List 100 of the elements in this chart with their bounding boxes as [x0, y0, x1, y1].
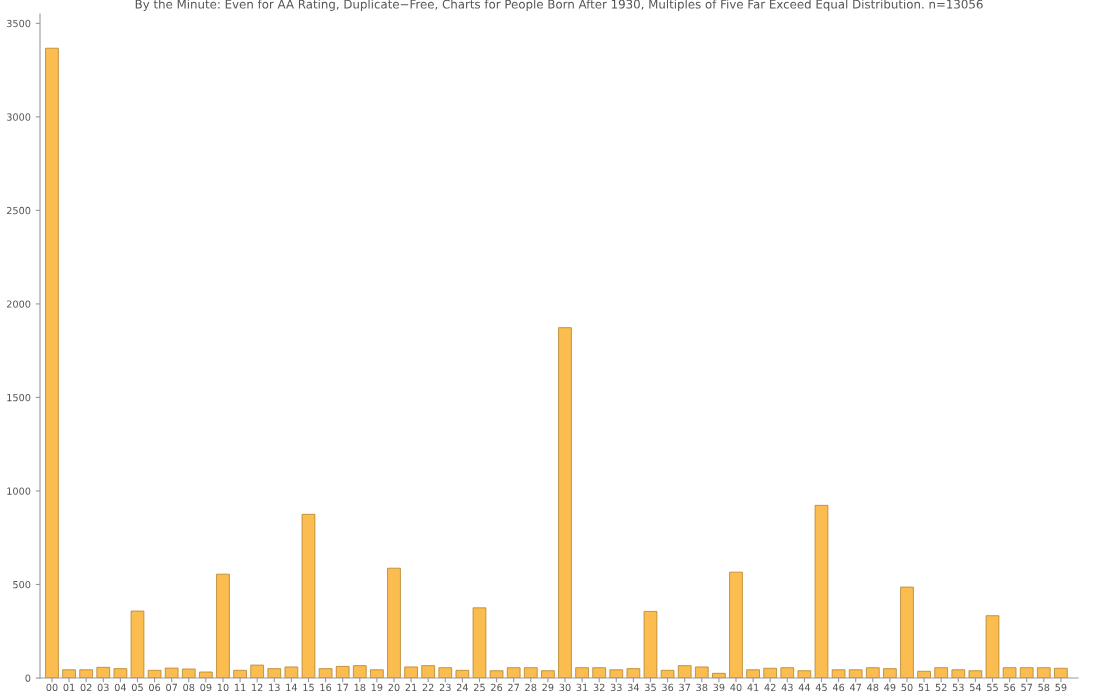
- bar: [985, 615, 1000, 678]
- bar: [1002, 667, 1017, 678]
- bar: [1036, 667, 1051, 678]
- bar: [113, 668, 128, 678]
- bar: [387, 567, 401, 678]
- y-tick-label: 1500: [7, 393, 31, 402]
- bar: [438, 667, 453, 678]
- x-tick-label: 14: [286, 683, 298, 691]
- x-tick-label: 48: [867, 683, 879, 692]
- y-tick-label: 500: [13, 580, 31, 589]
- x-tick-label: 33: [610, 683, 622, 692]
- bar: [968, 670, 983, 678]
- x-tick-label: 34: [627, 683, 640, 692]
- bar: [130, 610, 145, 678]
- y-tick-label: 3000: [6, 113, 31, 121]
- x-tick-label: 38: [696, 683, 708, 692]
- bar: [558, 327, 572, 678]
- bar: [934, 667, 949, 678]
- x-tick-label: 29: [542, 683, 554, 692]
- bar: [301, 513, 316, 678]
- y-tick-label: 3500: [6, 19, 31, 28]
- x-tick-label: 06: [149, 683, 161, 692]
- y-tick-label: 0: [25, 674, 31, 682]
- x-tick-label: 00: [46, 683, 58, 692]
- x-tick-label: 20: [388, 683, 400, 692]
- x-tick-label: 52: [935, 683, 947, 692]
- bar: [181, 668, 196, 678]
- x-tick-label: 05: [131, 683, 143, 692]
- x-tick-label: 28: [525, 683, 537, 692]
- bar: [96, 666, 111, 678]
- x-tick-label: 31: [576, 683, 588, 692]
- bar: [626, 668, 641, 678]
- x-tick-label: 10: [217, 683, 229, 692]
- x-tick-label: 30: [559, 683, 571, 692]
- x-tick-label: 18: [354, 683, 366, 692]
- bar: [643, 610, 658, 678]
- bar: [780, 667, 795, 678]
- bar: [1019, 667, 1034, 678]
- x-tick-label: 32: [593, 683, 605, 692]
- bar: [62, 669, 76, 678]
- bar: [797, 670, 812, 678]
- bar: [352, 665, 367, 678]
- bar: [164, 667, 179, 678]
- x-tick-label: 44: [798, 683, 811, 691]
- x-tick-label: 51: [918, 683, 930, 692]
- bar: [45, 47, 59, 678]
- x-tick-label: 27: [508, 683, 520, 691]
- x-tick-label: 58: [1038, 683, 1050, 692]
- x-tick-label: 47: [849, 683, 862, 691]
- x-tick-label: 41: [747, 683, 759, 691]
- x-tick-label: 35: [645, 683, 656, 692]
- x-tick-label: 45: [815, 683, 827, 692]
- x-tick-label: 04: [114, 683, 127, 692]
- x-tick-label: 22: [422, 683, 434, 691]
- bar: [541, 670, 555, 678]
- x-tick-label: 36: [662, 683, 674, 692]
- x-tick-label: 23: [439, 683, 451, 692]
- bar: [814, 504, 829, 678]
- chart-title: By the Minute: Even for AA Rating, Duplicate−Free, Charts for People Born After 1930, Multiples of Five Far Exceed Equal Distribution. n=13056: [135, 0, 983, 11]
- x-tick-label: 50: [901, 683, 913, 692]
- x-tick-label: 25: [474, 683, 485, 692]
- x-tick-label: 24: [456, 683, 469, 691]
- bar: [883, 668, 897, 678]
- bar: [472, 607, 487, 678]
- bar: [523, 667, 538, 678]
- x-tick-label: 37: [679, 683, 691, 692]
- x-tick-label: 12: [252, 683, 263, 691]
- x-tick-label: 08: [183, 683, 195, 692]
- bar: [677, 665, 692, 678]
- bar: [848, 669, 863, 678]
- x-tick-label: 19: [371, 683, 383, 692]
- x-tick-label: 26: [491, 683, 503, 692]
- bar: [335, 665, 350, 678]
- y-tick-label: 1000: [7, 487, 31, 495]
- bar: [79, 669, 93, 678]
- bar: [421, 665, 436, 678]
- x-tick-label: 39: [713, 683, 725, 692]
- x-tick-label: 56: [1004, 683, 1016, 692]
- y-tick-label: 2000: [6, 300, 31, 308]
- bar: [216, 573, 230, 678]
- x-tick-label: 17: [337, 683, 349, 691]
- x-tick-label: 40: [730, 683, 742, 692]
- bar: [318, 668, 333, 678]
- x-tick-label: 16: [320, 683, 332, 692]
- x-tick-label: 42: [764, 683, 776, 691]
- bar: [370, 669, 384, 678]
- x-tick-label: 55: [987, 683, 998, 692]
- x-tick-label: 54: [969, 683, 982, 692]
- bar: [609, 669, 624, 678]
- bar: [489, 670, 504, 678]
- x-tick-label: 57: [1021, 683, 1033, 692]
- x-tick-label: 11: [234, 683, 246, 691]
- bar: [506, 667, 521, 678]
- x-tick-label: 13: [269, 683, 280, 692]
- x-tick-label: 49: [884, 683, 896, 692]
- y-tick-label: 2500: [6, 206, 31, 215]
- bar: [1054, 667, 1068, 678]
- bar: [592, 667, 607, 678]
- bar: [694, 666, 709, 678]
- bar: [763, 667, 778, 678]
